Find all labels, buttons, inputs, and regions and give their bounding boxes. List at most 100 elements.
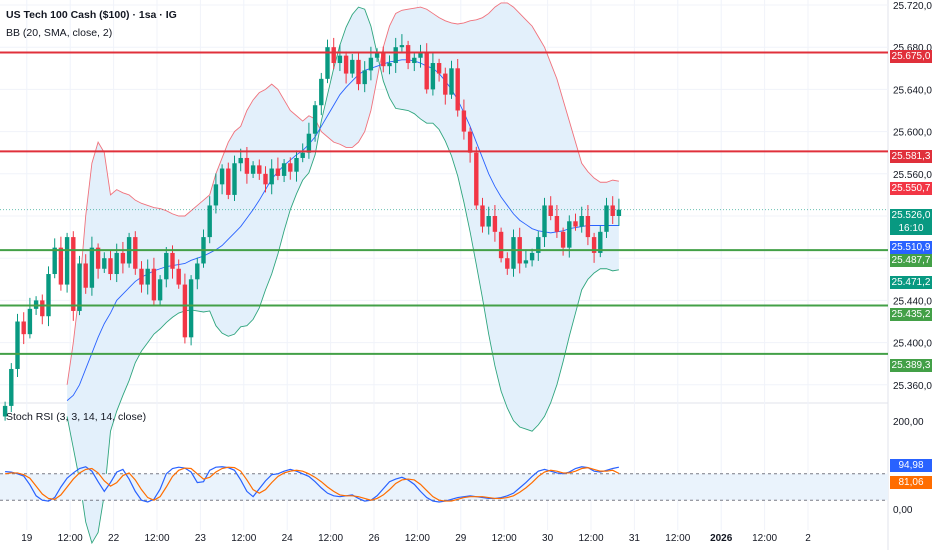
candle-body bbox=[27, 308, 33, 335]
candle-body bbox=[64, 237, 70, 285]
candle-body bbox=[269, 168, 274, 185]
stoch-tick-label: 200,00 bbox=[893, 417, 924, 428]
candle-body bbox=[523, 260, 529, 264]
price-tick-label: 25.360,0 bbox=[893, 381, 932, 392]
resistance-level-label: 25.581,3 bbox=[890, 150, 932, 163]
time-tick-label: 22 bbox=[108, 533, 120, 544]
candle-body bbox=[133, 237, 138, 269]
candle-body bbox=[461, 110, 467, 132]
stoch-k-line bbox=[5, 466, 620, 503]
candle-body bbox=[281, 163, 287, 176]
candle-body bbox=[294, 157, 299, 172]
candle-body bbox=[486, 216, 491, 227]
candle-body bbox=[480, 205, 485, 227]
price-tick-label: 25.440,0 bbox=[893, 296, 932, 307]
time-tick-label: 12:00 bbox=[405, 533, 430, 544]
candle-body bbox=[604, 205, 609, 232]
candle-body bbox=[71, 237, 76, 311]
candle-body bbox=[362, 70, 367, 85]
candle-body bbox=[288, 163, 293, 172]
candle-body bbox=[151, 268, 157, 301]
candle-body bbox=[418, 52, 423, 58]
bollinger-band-fill bbox=[67, 2, 619, 544]
stoch-band-fill bbox=[0, 473, 888, 501]
candle-body bbox=[238, 157, 243, 164]
candle-body bbox=[474, 152, 479, 206]
candle-body bbox=[2, 405, 8, 417]
time-tick-label: 12:00 bbox=[665, 533, 690, 544]
bb-lower-line bbox=[66, 6, 619, 545]
candle-body bbox=[250, 165, 256, 174]
candle-body bbox=[188, 279, 194, 338]
candle-body bbox=[114, 252, 119, 275]
candle-body bbox=[319, 78, 324, 106]
candle-body bbox=[399, 45, 405, 48]
candle-body bbox=[232, 163, 237, 195]
candle-body bbox=[102, 258, 107, 269]
candle-body bbox=[89, 247, 95, 288]
time-tick-label: 12:00 bbox=[144, 533, 169, 544]
candle-body bbox=[511, 237, 516, 269]
candle-body bbox=[405, 45, 411, 64]
candle-body bbox=[275, 168, 281, 176]
stoch-d-line bbox=[5, 466, 620, 502]
candle-body bbox=[610, 205, 615, 216]
resistance-level-label: 25.675,0 bbox=[890, 50, 932, 63]
time-tick-label: 19 bbox=[21, 533, 33, 544]
price-tick-label: 25.640,0 bbox=[893, 85, 932, 96]
candle-body bbox=[176, 268, 181, 285]
countdown-label: 16:10 bbox=[890, 222, 932, 235]
candle-body bbox=[430, 63, 436, 90]
candle-body bbox=[40, 300, 45, 317]
candle-body bbox=[257, 165, 262, 174]
candle-body bbox=[77, 263, 82, 311]
price-tick-label: 25.680,0 bbox=[893, 43, 932, 54]
time-tick-label: 12:00 bbox=[231, 533, 256, 544]
candle-body bbox=[436, 63, 442, 74]
candle-body bbox=[331, 47, 336, 64]
time-tick-label: 12:00 bbox=[578, 533, 603, 544]
candle-body bbox=[542, 205, 547, 238]
support-level-label: 25.389,3 bbox=[890, 359, 932, 372]
candle-body bbox=[505, 258, 510, 269]
stoch-rsi-legend[interactable]: Stoch RSI (3, 3, 14, 14, close) bbox=[6, 411, 147, 423]
candle-body bbox=[300, 152, 305, 158]
candle-body bbox=[58, 247, 64, 285]
bb-upper-label: 25.550,7 bbox=[890, 182, 932, 195]
candle-body bbox=[356, 59, 361, 85]
candle-body bbox=[195, 263, 200, 280]
time-tick-label: 12:00 bbox=[492, 533, 517, 544]
time-tick-label: 2026 bbox=[710, 533, 733, 544]
candle-body bbox=[443, 73, 448, 95]
candle-body bbox=[560, 231, 566, 248]
candle-body bbox=[52, 247, 57, 275]
bb-indicator-legend[interactable]: BB (20, SMA, close, 2) bbox=[6, 27, 113, 39]
price-tick-label: 25.720,0 bbox=[893, 1, 932, 12]
candle-body bbox=[579, 216, 584, 227]
candle-body bbox=[120, 252, 126, 264]
time-tick-label: 24 bbox=[282, 533, 294, 544]
bb-upper-line bbox=[66, 2, 619, 385]
time-tick-label: 12:00 bbox=[752, 533, 777, 544]
candle-body bbox=[387, 63, 392, 67]
price-tick-label: 25.560,0 bbox=[893, 170, 932, 181]
time-tick-label: 12:00 bbox=[318, 533, 343, 544]
candle-body bbox=[325, 47, 330, 79]
candle-body bbox=[573, 221, 578, 227]
candle-body bbox=[368, 57, 374, 71]
time-tick-label: 29 bbox=[455, 533, 467, 544]
candle-body bbox=[343, 55, 349, 74]
candle-body bbox=[554, 216, 560, 232]
candle-body bbox=[567, 221, 572, 248]
candle-body bbox=[263, 173, 268, 185]
bb-lower-label: 25.471,2 bbox=[890, 276, 932, 289]
candle-body bbox=[337, 55, 343, 64]
price-tick-label: 25.400,0 bbox=[893, 339, 932, 350]
candle-body bbox=[170, 252, 175, 269]
candle-body bbox=[449, 68, 454, 95]
candle-body bbox=[15, 321, 20, 369]
bb-basis-label: 25.510,9 bbox=[890, 241, 932, 254]
candle-body bbox=[548, 205, 553, 216]
candle-body bbox=[21, 321, 26, 335]
